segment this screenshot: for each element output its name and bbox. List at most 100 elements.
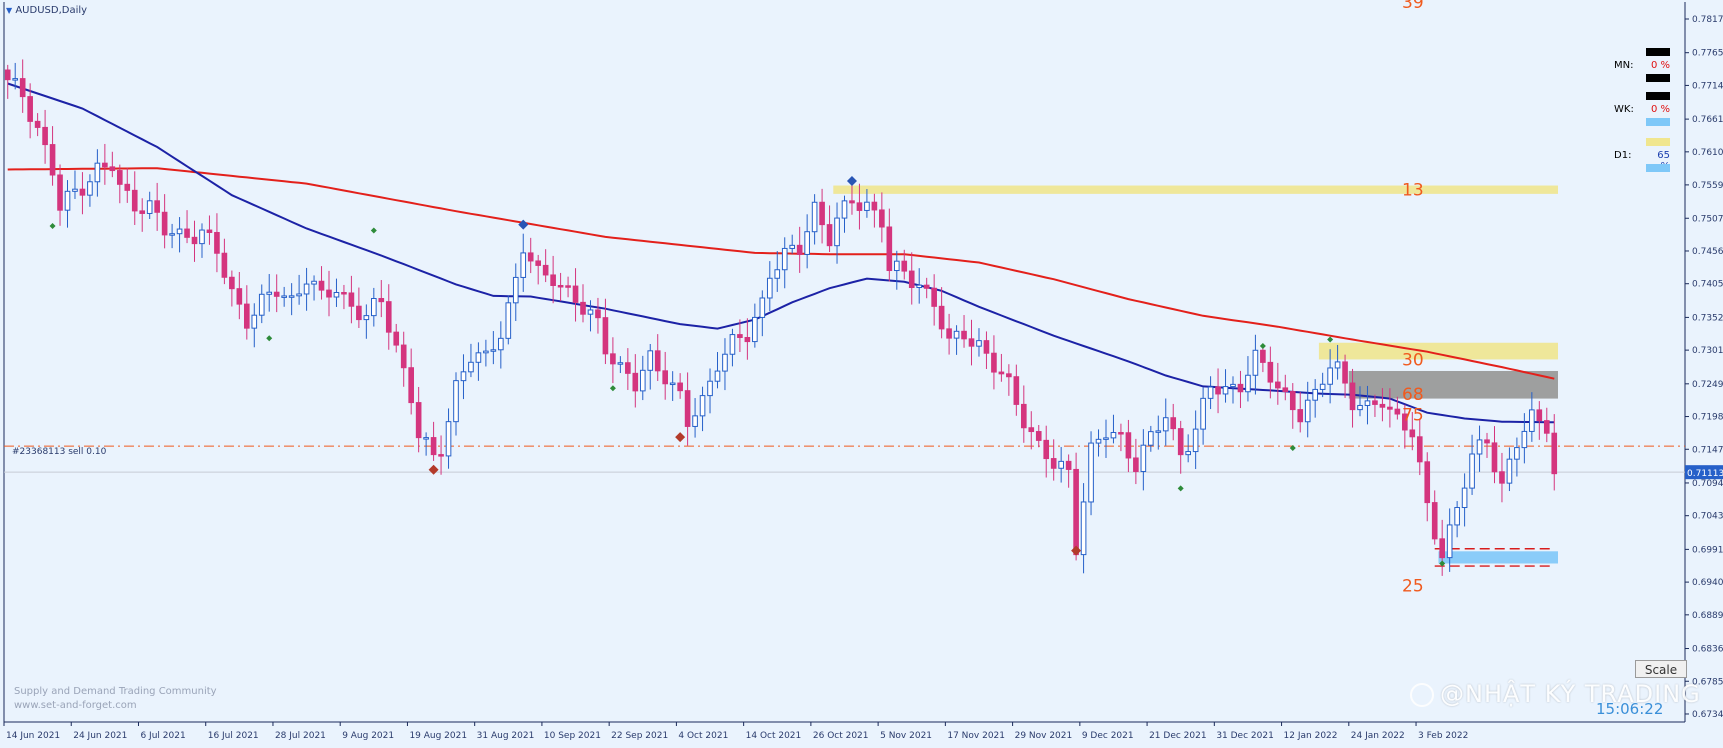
candle-body [1439,538,1446,559]
candle-body [819,201,825,226]
y-tick-label: 0.70435 [1692,512,1723,522]
candle-body [520,252,527,278]
candle-body [102,162,108,168]
candle-body [1379,403,1386,408]
candle-body [572,285,579,303]
candle-body [109,166,116,172]
candle-body [796,244,803,255]
candle-body [1162,417,1169,432]
candle-body [1118,432,1124,435]
candles-layer [4,59,1558,576]
candle-body [1020,403,1027,429]
candle-body [580,301,586,315]
candle-body [251,314,258,329]
candle-body [1312,388,1318,401]
candle-body [991,352,997,373]
candle-body [1431,502,1438,540]
candle-body [1529,409,1535,432]
zone-supply-1 [1318,342,1558,360]
candle-body [871,201,878,211]
candle-body [886,226,893,272]
y-tick-label: 0.70945 [1692,479,1723,489]
candle-body [460,371,467,382]
candle-body [1237,383,1244,393]
candle-body [1058,460,1064,469]
candle-body [1245,374,1251,393]
candle-body [1349,382,1356,411]
candle-body [587,309,594,315]
trade-line-label[interactable]: #23368113 sell 0.10 [12,447,107,457]
x-tick-label: 14 Jun 2021 [6,731,60,741]
candle-body [647,350,654,371]
swing-marker [1327,336,1334,343]
candle-body [87,181,93,196]
x-tick-label: 3 Feb 2022 [1418,731,1468,741]
panel-d1-label: D1: [1614,150,1632,161]
candle-body [206,229,213,233]
candle-body [94,162,101,183]
swing-marker [1177,485,1184,492]
candle-body [4,69,11,81]
candle-body [677,382,683,392]
candle-body [1454,507,1460,526]
panel-wk-value: 0 % [1650,104,1670,115]
candle-body [714,370,721,382]
candle-body [654,350,661,372]
candle-body [169,233,175,236]
zone-gray-2 [1348,370,1558,399]
candle-body [1133,457,1139,472]
dropdown-arrow-icon[interactable]: ▼ [6,6,13,15]
candle-body [826,224,833,247]
candle-body [1289,391,1296,411]
candle-body [214,231,220,254]
y-tick-label: 0.73525 [1692,313,1723,323]
scale-button[interactable]: Scale [1635,660,1687,678]
chart-frame [3,2,1686,723]
candle-body [333,292,340,298]
candle-body [154,200,160,213]
candle-body [908,270,915,289]
x-tick-label: 24 Jan 2022 [1351,731,1405,741]
candle-body [879,209,885,228]
candle-body [1514,447,1520,460]
candle-body [1110,432,1117,439]
panel-wk-bar-bottom [1646,118,1670,126]
candle-body [834,217,840,247]
candle-body [1192,428,1199,453]
candle-body [789,244,796,249]
candle-body [557,284,564,288]
candle-body [752,316,758,343]
swing-marker [1289,444,1296,451]
candle-body [42,126,48,146]
candle-body [1170,417,1177,430]
candle-body [1222,386,1229,395]
candle-body [1035,431,1042,441]
candle-body [176,228,183,235]
candle-body [266,291,273,295]
zone-label: 30 [1402,350,1424,370]
candle-body [326,289,332,298]
candle-body [27,96,33,122]
x-tick-label: 26 Oct 2021 [813,731,869,741]
lines-layer [4,82,1685,473]
watermark-logo-icon [1410,683,1434,707]
candle-body [699,395,706,417]
y-tick-label: 0.67345 [1692,710,1723,720]
candle-body [363,315,370,321]
y-tick-label: 0.73015 [1692,346,1723,356]
candle-body [1088,442,1094,503]
candle-body [1043,439,1050,460]
x-tick-label: 31 Aug 2021 [477,731,535,741]
candle-body [662,370,669,385]
candle-body [415,402,422,439]
candle-body [1275,381,1281,389]
candle-body [1013,376,1020,405]
candle-body [445,421,452,457]
candle-body [781,247,788,271]
zone-label: 13 [1402,180,1424,200]
candle-body [303,283,310,295]
